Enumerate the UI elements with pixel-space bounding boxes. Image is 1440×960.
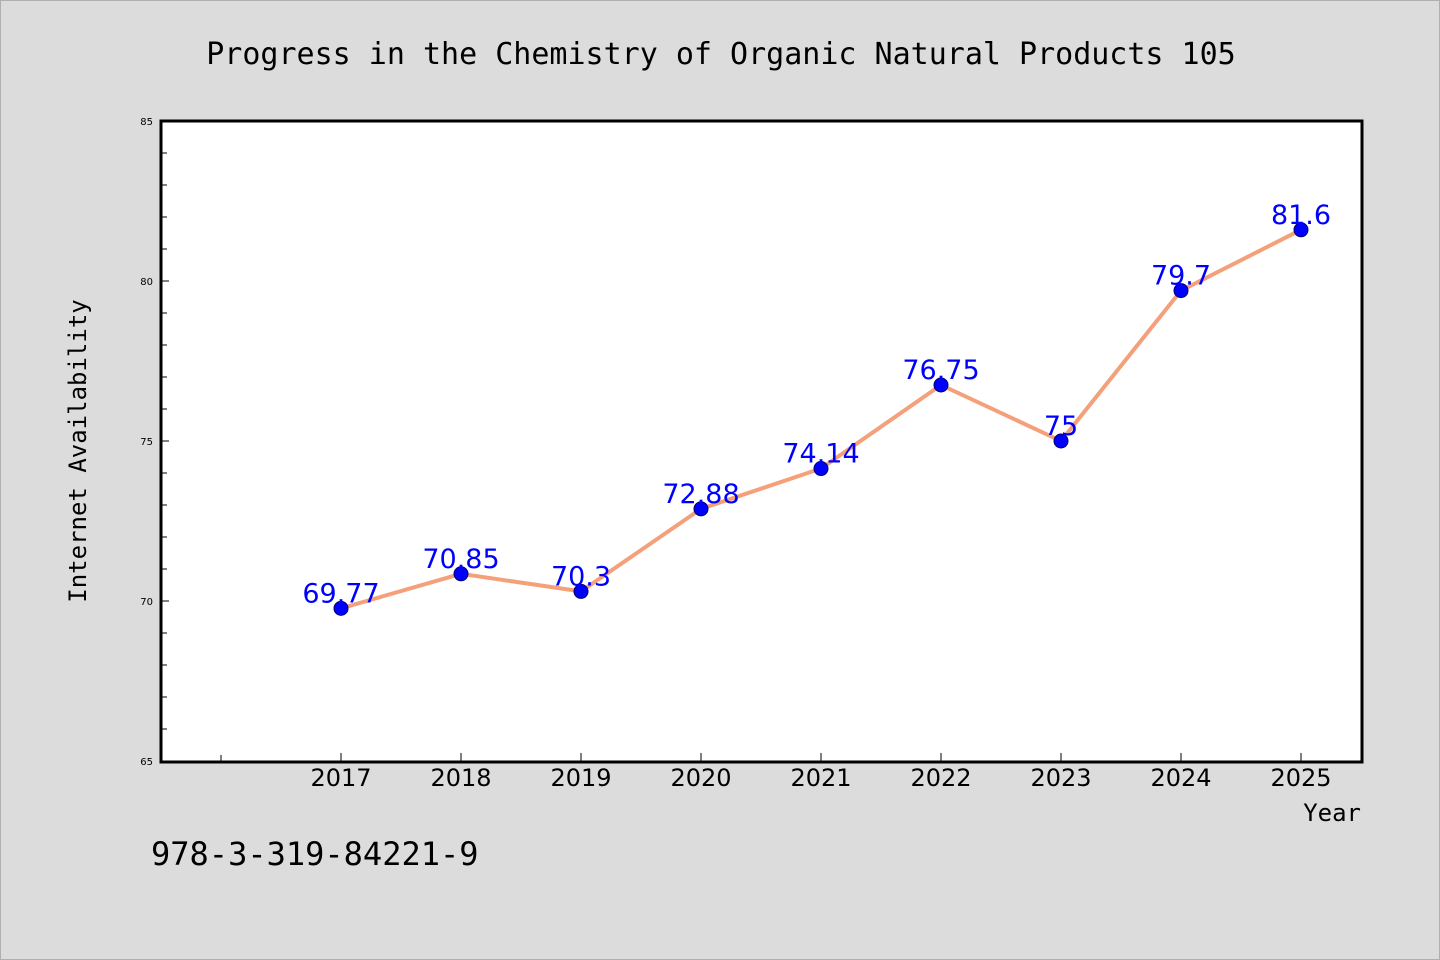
y-tick-label: 70 <box>140 597 153 608</box>
data-label: 74.14 <box>782 439 859 470</box>
x-tick-label: 2023 <box>1030 764 1091 792</box>
x-axis-title: Year <box>1303 799 1361 827</box>
y-tick-label: 75 <box>140 437 153 448</box>
data-point <box>333 600 349 616</box>
x-tick-label: 2022 <box>910 764 971 792</box>
data-point <box>573 583 589 599</box>
data-point <box>1053 433 1069 449</box>
x-tick-label: 2019 <box>550 764 611 792</box>
data-label: 76.75 <box>902 355 979 386</box>
x-tick-label: 2024 <box>1150 764 1211 792</box>
data-label: 72.88 <box>662 479 739 510</box>
x-tick-label: 2021 <box>790 764 851 792</box>
series-1 <box>333 222 1309 616</box>
data-label: 70.85 <box>422 544 499 575</box>
y-tick-label: 65 <box>140 757 153 768</box>
data-point <box>1173 283 1189 299</box>
data-point <box>933 377 949 393</box>
plot-area <box>159 119 1364 764</box>
data-label: 79.7 <box>1151 261 1211 292</box>
data-point <box>813 461 829 477</box>
data-label: 75 <box>1044 411 1078 442</box>
data-label: 81.6 <box>1271 200 1331 231</box>
data-label: 69.77 <box>302 578 379 609</box>
x-axis: 2017 2018 2019 2020 2021 2022 2023 2024 2025 <box>220 753 1332 792</box>
data-label: 70.3 <box>551 561 611 592</box>
x-tick-label: 2018 <box>430 764 491 792</box>
x-tick-label: 2017 <box>310 764 371 792</box>
data-labels: 69.77 70.85 70.3 72.88 74.14 76.75 75 79.7 81.6 <box>302 200 1331 610</box>
data-point <box>693 501 709 517</box>
y-axis: 65 70 75 80 85 <box>140 117 169 768</box>
x-tick-label: 2025 <box>1270 764 1331 792</box>
isbn-label: 978-3-319-84221-9 <box>151 835 479 873</box>
data-point <box>1293 222 1309 238</box>
y-axis-title: Internet Availability <box>64 299 92 602</box>
y-tick-label: 80 <box>140 277 153 288</box>
x-tick-label: 2020 <box>670 764 731 792</box>
chart-title: Progress in the Chemistry of Organic Nat… <box>206 37 1236 72</box>
y-tick-label: 85 <box>140 117 153 128</box>
data-point <box>453 566 469 582</box>
